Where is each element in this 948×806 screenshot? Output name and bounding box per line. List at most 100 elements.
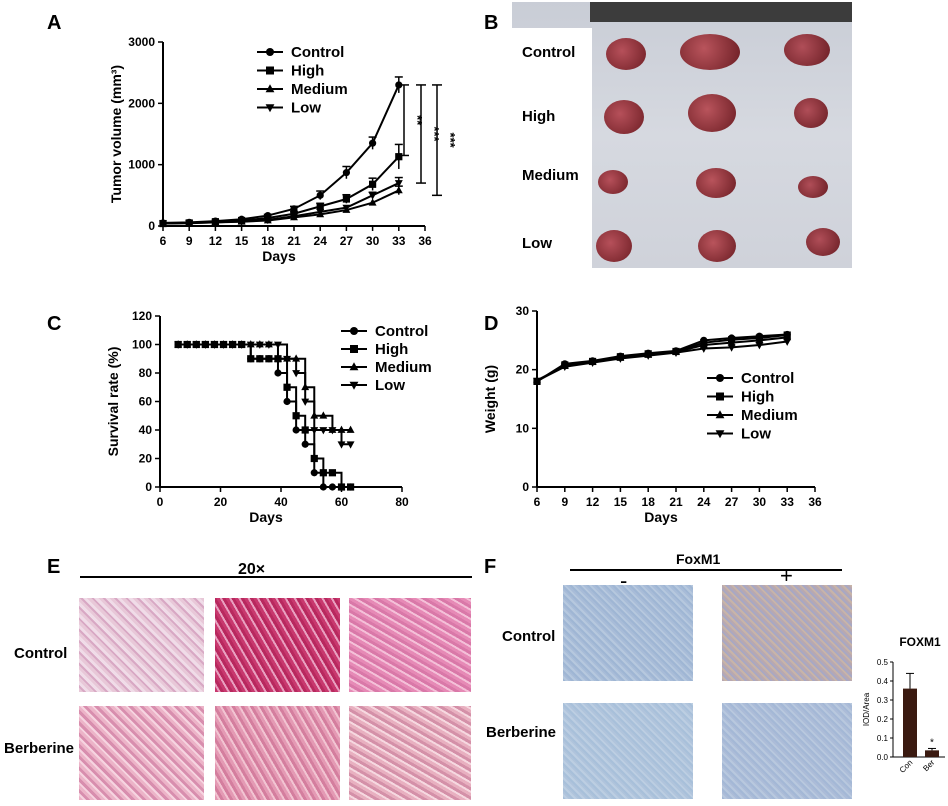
legend-label-low: Low [375,377,405,394]
bar-y-tick-label: 0.0 [877,753,889,762]
tumor-medium-1 [598,170,628,194]
y-tick-label: 60 [139,395,153,409]
legend-marker-low [715,430,725,439]
legend-marker-high [716,392,724,401]
x-tick-label: 30 [366,234,380,248]
data-point-high [346,483,355,491]
data-point-low [342,204,351,212]
y-tick-label: 0 [145,480,152,494]
magnification-rule [80,576,472,578]
ihc-row-label-berberine: Berberine [486,724,557,741]
y-tick-label: 30 [516,304,530,318]
panel-label-f: F [484,556,497,578]
data-point-low [755,342,764,350]
x-tick-label: 36 [808,495,822,509]
legend-marker-control [266,48,274,56]
x-tick-label: 0 [157,495,164,509]
x-tick-label: 9 [186,234,193,248]
data-point-low [699,345,708,353]
panel-label-d: D [484,313,499,335]
data-point-high [316,202,324,210]
bar-ber [925,750,939,757]
data-point-medium [274,354,282,362]
data-point-low [228,341,237,349]
x-axis-label: Days [262,248,296,264]
y-axis-label: Weight (g) [482,365,498,433]
data-point-low [174,341,183,349]
data-point-medium [727,338,736,346]
x-tick-label: 21 [287,234,301,248]
tumor-medium-3 [798,176,828,198]
he-image-control-2 [215,598,340,692]
x-tick-label: 12 [209,234,223,248]
data-point-high [337,483,346,491]
bar-y-tick-label: 0.5 [877,658,889,667]
legend-marker-medium [265,84,275,93]
x-tick-label: 15 [235,234,249,248]
y-tick-label: 80 [139,366,153,380]
x-tick-label: 36 [418,234,432,248]
tumor-high-1 [604,100,644,134]
data-point-low [616,355,625,363]
data-point-low [246,341,255,349]
y-tick-label: 0 [148,219,155,233]
photo-row-label-control: Control [522,44,576,61]
bar-y-tick-label: 0.2 [877,715,889,724]
x-tick-label: 80 [395,495,409,509]
data-point-low [292,370,301,378]
x-tick-label: 6 [534,495,541,509]
y-tick-label: 3000 [128,35,155,49]
y-tick-label: 1000 [128,158,155,172]
y-tick-label: 20 [139,452,153,466]
y-tick-label: 0 [522,480,529,494]
x-tick-label: 33 [392,234,406,248]
data-point-low [183,341,192,349]
bar-chart-title: FOXM1 [899,635,941,649]
legend-marker-medium [715,410,725,419]
data-point-high [319,469,327,477]
data-point-low [263,216,272,225]
data-point-low [274,341,282,349]
data-point-high [328,469,337,477]
significance-stars: *** [427,126,442,142]
y-tick-label: 2000 [128,96,155,110]
data-point-low [319,427,328,435]
data-point-medium [368,198,377,206]
ihc-plus: + [780,563,793,588]
x-tick-label: 12 [586,495,600,509]
bar-y-tick-label: 0.1 [877,734,889,743]
legend-label-control: Control [741,370,794,387]
legend-marker-medium [349,362,359,371]
data-point-control [328,483,337,491]
x-tick-label: 24 [697,495,711,509]
data-point-low [316,209,325,217]
legend-marker-high [266,66,274,75]
legend-label-high: High [741,389,774,406]
significance-stars: ** [410,115,425,126]
ihc-minus: - [620,568,628,593]
ihc-image-berberine-minus [563,703,693,799]
data-point-low [560,363,569,372]
data-point-medium [755,336,764,344]
data-point-low [727,344,736,352]
panel-label-e: E [47,556,61,578]
legend-label-high: High [375,341,408,358]
tumor-photo [512,2,852,268]
data-point-low [255,341,264,349]
y-axis-label: Tumor volume (mm³) [108,65,124,203]
x-tick-label: 9 [561,495,568,509]
legend-label-medium: Medium [375,359,432,376]
x-tick-label: 18 [261,234,275,248]
data-point-low [192,341,201,349]
he-image-control-3 [349,598,471,692]
data-point-control [342,169,350,177]
photo-row-label-medium: Medium [522,167,579,184]
x-tick-label: 33 [781,495,795,509]
series-line-low [536,340,788,382]
magnification-label: 20× [238,561,266,578]
ihc-header: FoxM1 [676,551,721,567]
bar-con [903,688,917,757]
legend-marker-high [350,345,358,353]
data-point-low [588,359,597,367]
data-point-low [201,341,210,349]
